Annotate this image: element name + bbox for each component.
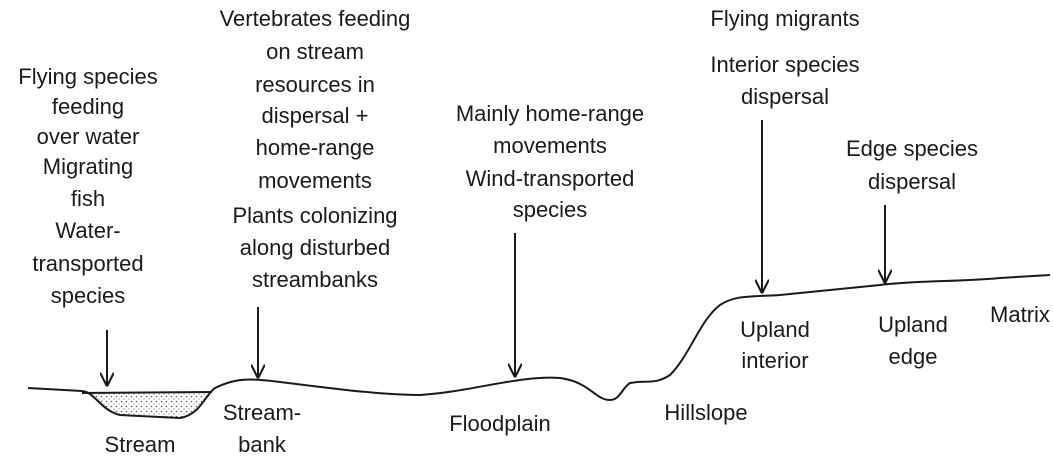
- annotation-line: home-range: [256, 135, 375, 160]
- stream-water: [82, 392, 212, 418]
- annotation-line: Flying migrants: [710, 6, 859, 31]
- zone-label: Matrix: [990, 302, 1050, 327]
- annotation-line: Edge species: [846, 136, 978, 161]
- annotation-line: along disturbed: [240, 235, 390, 260]
- annotation-line: over water: [37, 124, 140, 149]
- annotation-line: Plants colonizing: [232, 203, 397, 228]
- zone-label: interior: [741, 348, 808, 373]
- annotation-line: Water-: [55, 218, 120, 243]
- zone-label: Upland: [740, 317, 810, 342]
- zone-label: Upland: [878, 312, 948, 337]
- zone-label: Hillslope: [664, 400, 747, 425]
- annotation-line: Mainly home-range: [456, 101, 644, 126]
- annotation-line: species: [513, 197, 588, 222]
- annotation-line: movements: [493, 133, 607, 158]
- annotation-line: dispersal: [868, 169, 956, 194]
- annotation-line: feeding: [52, 94, 124, 119]
- annotation-line: Vertebrates feeding: [220, 6, 411, 31]
- annotation-line: dispersal: [741, 84, 829, 109]
- annotation-line: movements: [258, 168, 372, 193]
- ground-profile: [27, 274, 1051, 420]
- zone-label: Floodplain: [449, 411, 551, 436]
- zone-label: Stream: [105, 432, 176, 457]
- stream-surface: [81, 391, 213, 394]
- annotation-line: Flying species: [18, 64, 157, 89]
- annotation-line: resources in: [255, 72, 375, 97]
- zone-label: Stream-: [223, 400, 301, 425]
- annotation-line: on stream: [266, 39, 364, 64]
- annotation-line: transported: [32, 251, 143, 276]
- annotation-line: Migrating: [43, 154, 133, 179]
- annotation-line: streambanks: [252, 267, 378, 292]
- annotation-line: Interior species: [710, 52, 859, 77]
- zone-label: bank: [238, 432, 287, 457]
- annotation-line: fish: [71, 186, 105, 211]
- zone-label: edge: [889, 344, 938, 369]
- annotation-line: Wind-transported: [466, 166, 635, 191]
- annotation-line: species: [51, 283, 126, 308]
- annotation-line: dispersal +: [261, 103, 368, 128]
